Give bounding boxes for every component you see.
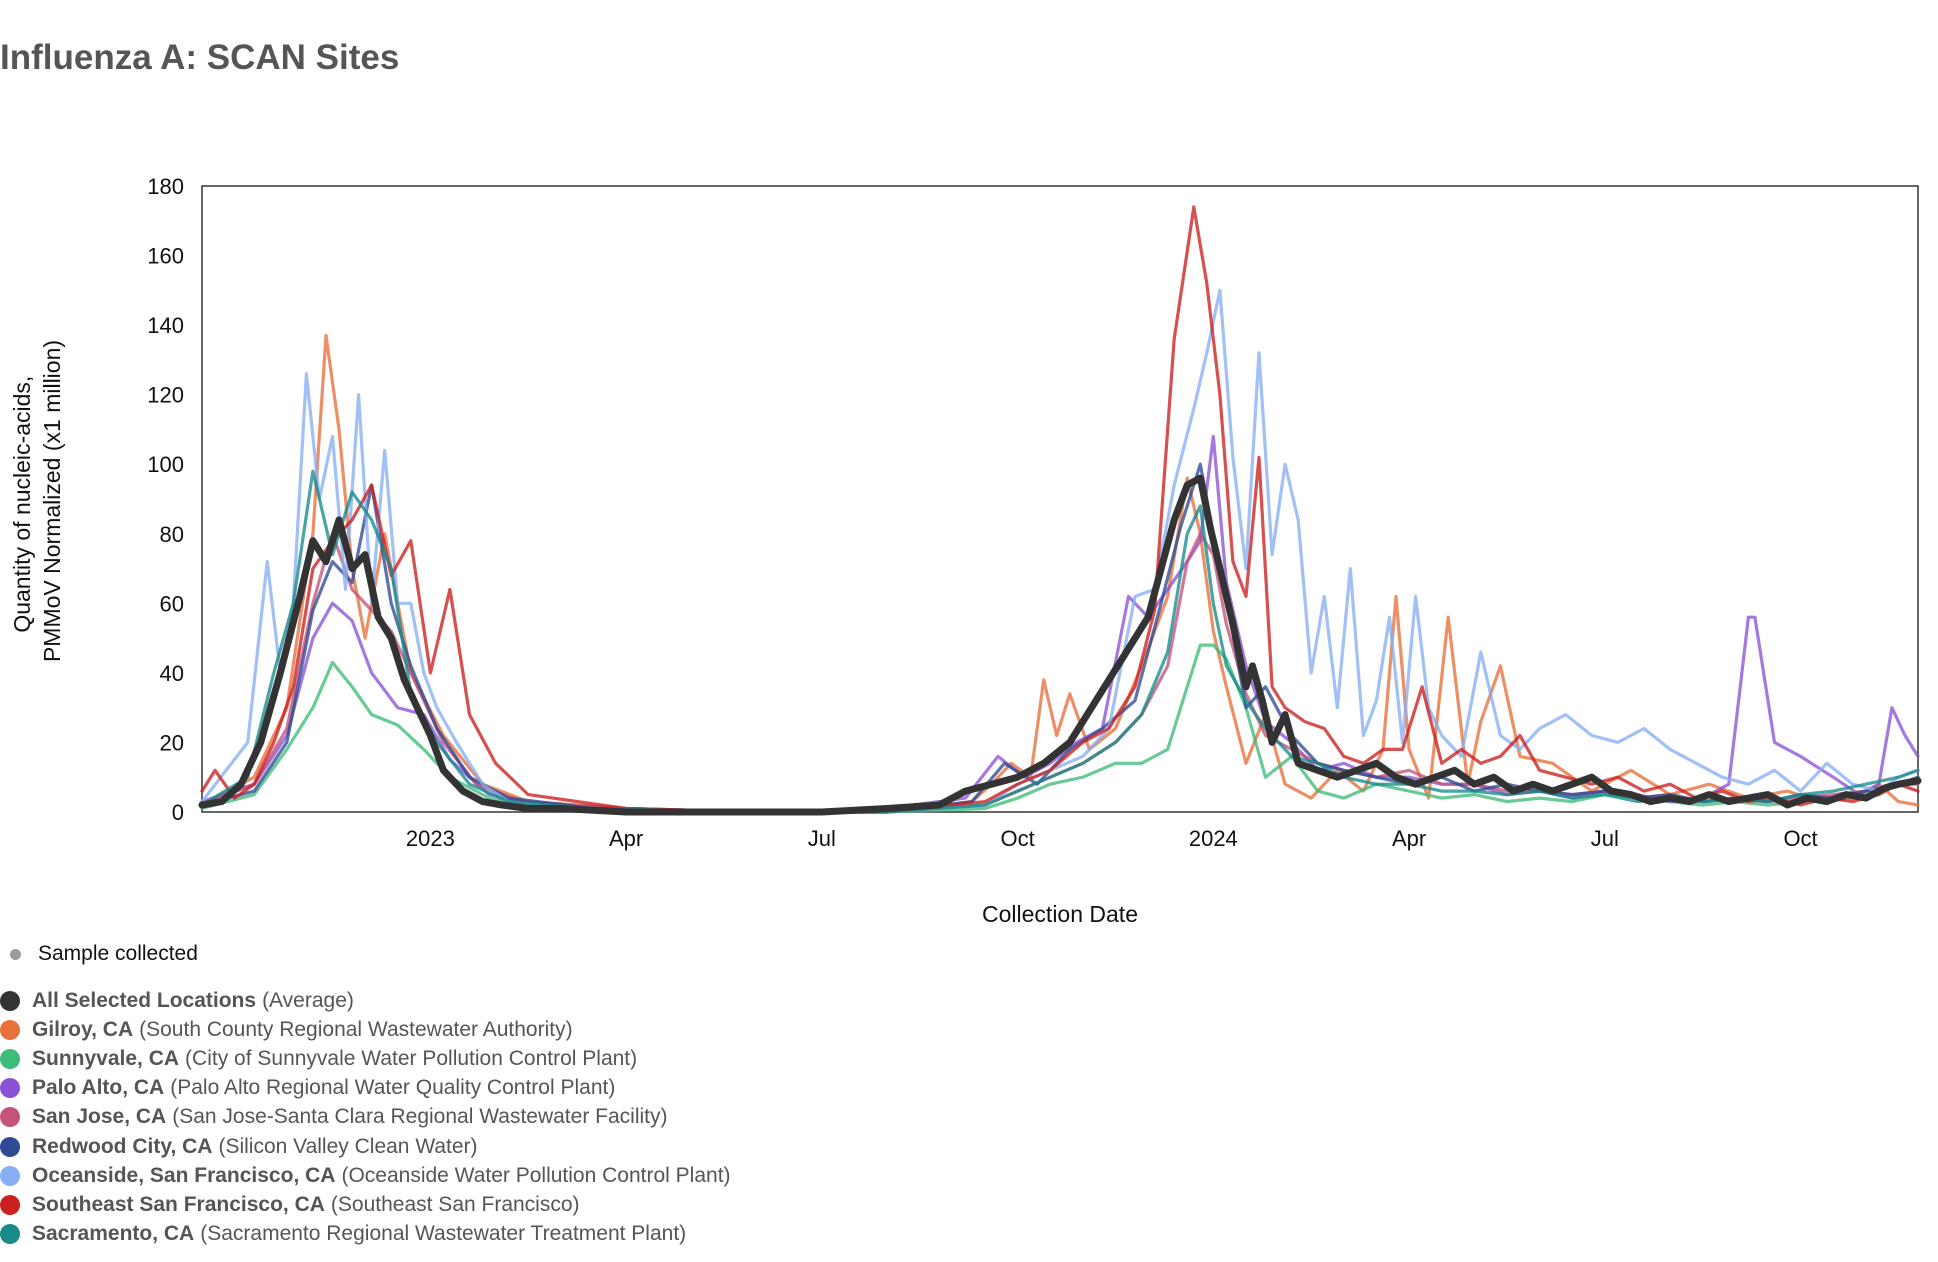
- x-axis: 2023 Apr Jul Oct 2024 Apr Jul Oct: [406, 826, 1818, 851]
- legend-item[interactable]: San Jose, CA (San Jose-Santa Clara Regio…: [0, 1103, 731, 1132]
- legend-item-name: Gilroy, CA: [32, 1017, 134, 1041]
- legend-sample-collected: Sample collected: [10, 942, 198, 966]
- y-tick-label: 60: [160, 591, 184, 616]
- plot-area-frame: [201, 185, 1919, 813]
- series-line-all-selected-locations[interactable]: [198, 474, 1922, 816]
- legend-item-detail: (Silicon Valley Clean Water): [218, 1134, 478, 1158]
- x-tick-label: Oct: [1000, 826, 1034, 851]
- legend-item-detail: (Average): [262, 988, 354, 1012]
- legend-dot-icon: [0, 1136, 20, 1157]
- legend-sample-label: Sample collected: [38, 942, 198, 965]
- x-tick-label: Jul: [808, 826, 836, 851]
- legend-item-name: Sunnyvale, CA: [32, 1046, 180, 1070]
- legend-item[interactable]: Redwood City, CA (Silicon Valley Clean W…: [0, 1132, 731, 1161]
- legend-item-detail: (Oceanside Water Pollution Control Plant…: [341, 1163, 731, 1187]
- y-axis-title: Quantity of nucleic-acids, PMMoV Normali…: [9, 340, 65, 662]
- legend-item-detail: (San Jose-Santa Clara Regional Wastewate…: [172, 1105, 668, 1129]
- y-tick-label: 180: [147, 174, 184, 199]
- legend-item-name: San Jose, CA: [32, 1105, 167, 1129]
- legend-item[interactable]: Sunnyvale, CA (City of Sunnyvale Water P…: [0, 1044, 731, 1073]
- legend: All Selected Locations (Average) Gilroy,…: [0, 986, 731, 1249]
- x-tick-label: Apr: [609, 826, 643, 851]
- legend-item-name: Redwood City, CA: [32, 1134, 213, 1158]
- legend-dot-icon: [0, 1165, 20, 1186]
- page-title: Influenza A: SCAN Sites: [0, 38, 400, 77]
- y-tick-label: 20: [160, 730, 184, 755]
- series-layer: [198, 205, 1922, 816]
- legend-item-detail: (South County Regional Wastewater Author…: [139, 1017, 573, 1041]
- series-line-southeast-san-francisco-ca[interactable]: [200, 205, 1920, 814]
- y-tick-label: 100: [147, 452, 184, 477]
- legend-item[interactable]: All Selected Locations (Average): [0, 986, 731, 1015]
- y-axis: 0 20 40 60 80 100 120 140 160 180: [147, 174, 184, 825]
- legend-dot-icon: [0, 1078, 20, 1099]
- legend-item-name: Southeast San Francisco, CA: [32, 1192, 325, 1216]
- legend-dot-icon: [0, 1194, 20, 1215]
- x-tick-label: 2023: [406, 826, 455, 851]
- x-axis-title: Collection Date: [982, 901, 1138, 927]
- legend-item[interactable]: Southeast San Francisco, CA (Southeast S…: [0, 1190, 731, 1219]
- legend-item[interactable]: Palo Alto, CA (Palo Alto Regional Water …: [0, 1074, 731, 1103]
- legend-item[interactable]: Sacramento, CA (Sacramento Regional Wast…: [0, 1220, 731, 1249]
- legend-item-detail: (Palo Alto Regional Water Quality Contro…: [170, 1076, 616, 1100]
- y-tick-label: 40: [160, 661, 184, 686]
- legend-item-detail: (City of Sunnyvale Water Pollution Contr…: [185, 1046, 638, 1070]
- legend-item[interactable]: Gilroy, CA (South County Regional Wastew…: [0, 1015, 731, 1044]
- legend-dot-icon: [0, 1107, 20, 1128]
- legend-item-detail: (Sacramento Regional Wastewater Treatmen…: [200, 1222, 687, 1246]
- legend-item-name: All Selected Locations: [32, 988, 257, 1012]
- legend-item-name: Oceanside, San Francisco, CA: [32, 1163, 336, 1187]
- y-tick-label: 160: [147, 244, 184, 269]
- y-axis-title-line-2: PMMoV Normalized (x1 million): [39, 340, 65, 662]
- legend-item-name: Sacramento, CA: [32, 1222, 195, 1246]
- x-tick-label: Oct: [1783, 826, 1817, 851]
- y-tick-label: 0: [172, 800, 184, 825]
- y-tick-label: 140: [147, 313, 184, 338]
- sample-dot-icon: [10, 948, 21, 960]
- x-tick-label: Apr: [1392, 826, 1426, 851]
- y-tick-label: 80: [160, 522, 184, 547]
- y-axis-title-line-1: Quantity of nucleic-acids,: [9, 376, 35, 633]
- series-line-oceanside-san-francisco-ca[interactable]: [200, 288, 1920, 814]
- legend-dot-icon: [0, 1048, 20, 1069]
- x-tick-label: Jul: [1591, 826, 1619, 851]
- x-tick-label: 2024: [1189, 826, 1238, 851]
- legend-item-name: Palo Alto, CA: [32, 1076, 165, 1100]
- legend-dot-icon: [0, 990, 20, 1011]
- legend-item-detail: (Southeast San Francisco): [330, 1192, 580, 1216]
- legend-dot-icon: [0, 1019, 20, 1040]
- legend-dot-icon: [0, 1224, 20, 1245]
- legend-item[interactable]: Oceanside, San Francisco, CA (Oceanside …: [0, 1161, 731, 1190]
- y-tick-label: 120: [147, 383, 184, 408]
